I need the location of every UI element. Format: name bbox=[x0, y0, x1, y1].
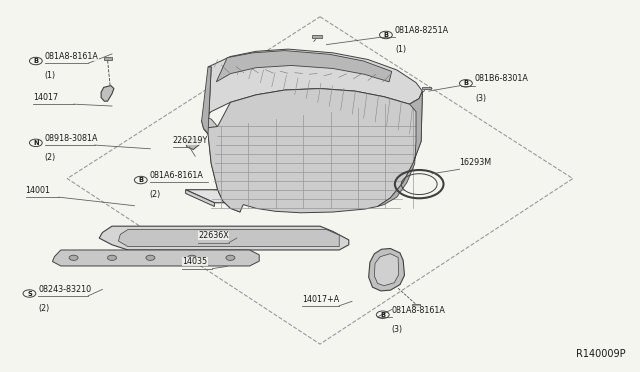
Text: (3): (3) bbox=[392, 325, 403, 334]
Text: R140009P: R140009P bbox=[576, 349, 626, 359]
Polygon shape bbox=[202, 67, 211, 134]
Polygon shape bbox=[186, 138, 200, 150]
Text: (2): (2) bbox=[38, 304, 50, 313]
Text: B: B bbox=[383, 32, 388, 38]
Polygon shape bbox=[186, 190, 365, 203]
Text: 081A8-8161A: 081A8-8161A bbox=[392, 306, 445, 315]
Text: B: B bbox=[138, 177, 143, 183]
Polygon shape bbox=[186, 190, 214, 206]
Text: (3): (3) bbox=[475, 94, 486, 103]
Text: 14017: 14017 bbox=[33, 93, 58, 102]
Circle shape bbox=[146, 255, 155, 260]
Text: 081A6-8161A: 081A6-8161A bbox=[150, 171, 204, 180]
Text: 14001: 14001 bbox=[26, 186, 51, 195]
Polygon shape bbox=[378, 91, 422, 206]
Polygon shape bbox=[118, 230, 339, 247]
Bar bbox=[312, 35, 322, 38]
Text: B: B bbox=[463, 80, 468, 86]
Bar bbox=[104, 57, 112, 60]
Polygon shape bbox=[101, 86, 114, 101]
Text: 22636X: 22636X bbox=[198, 231, 229, 240]
Text: (2): (2) bbox=[45, 153, 56, 162]
Polygon shape bbox=[216, 51, 392, 82]
Polygon shape bbox=[52, 250, 259, 266]
Text: S: S bbox=[27, 291, 32, 296]
Text: N: N bbox=[33, 140, 38, 146]
Circle shape bbox=[69, 255, 78, 260]
Text: B: B bbox=[33, 58, 38, 64]
Text: B: B bbox=[380, 312, 385, 318]
Text: (1): (1) bbox=[395, 45, 406, 54]
Polygon shape bbox=[369, 248, 404, 291]
Text: 16293M: 16293M bbox=[460, 158, 492, 167]
Circle shape bbox=[188, 255, 196, 260]
Polygon shape bbox=[202, 49, 422, 134]
Circle shape bbox=[226, 255, 235, 260]
Circle shape bbox=[108, 255, 116, 260]
Polygon shape bbox=[204, 117, 243, 212]
Text: 081B6-8301A: 081B6-8301A bbox=[475, 74, 529, 83]
Text: 08918-3081A: 08918-3081A bbox=[45, 134, 99, 143]
Text: 226219Y: 226219Y bbox=[173, 136, 208, 145]
Text: 081A8-8161A: 081A8-8161A bbox=[45, 52, 99, 61]
Polygon shape bbox=[204, 89, 422, 213]
Text: 14017+A: 14017+A bbox=[302, 295, 339, 304]
Bar bbox=[422, 87, 431, 89]
Text: 08243-83210: 08243-83210 bbox=[38, 285, 92, 294]
Text: 081A8-8251A: 081A8-8251A bbox=[395, 26, 449, 35]
Polygon shape bbox=[99, 226, 349, 250]
Text: (1): (1) bbox=[45, 71, 56, 80]
Text: (2): (2) bbox=[150, 190, 161, 199]
Text: 14035: 14035 bbox=[182, 257, 207, 266]
Polygon shape bbox=[374, 254, 399, 286]
Bar bbox=[412, 304, 420, 307]
